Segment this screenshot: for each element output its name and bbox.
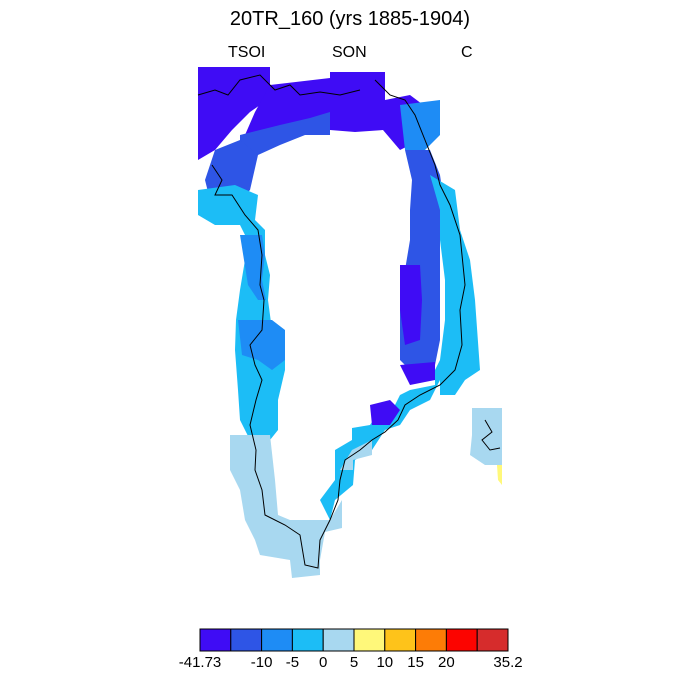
- map-cell-southeast-light: [340, 440, 372, 470]
- colorbar-boxes: [199, 628, 509, 652]
- variable-label: TSOI: [228, 44, 266, 61]
- colorbar-tick-label: -10: [250, 654, 273, 671]
- map-title: 20TR_160 (yrs 1885-1904): [229, 8, 471, 30]
- map-cell-east-outer: [430, 175, 480, 395]
- colorbar-box: [199, 628, 232, 652]
- map-cell-north-mid: [240, 112, 330, 160]
- map-cell-east-lower: [370, 400, 400, 425]
- map-cell-east-mid-dark: [400, 362, 435, 385]
- colorbar-tick-label: 0: [319, 654, 328, 671]
- map-cell-west-strip-c: [238, 320, 285, 370]
- colorbar-tick-label: 10: [376, 654, 394, 671]
- coastline: [211, 79, 466, 569]
- map-cell-southwest: [230, 435, 342, 578]
- colorbar-tick-label: -5: [285, 654, 300, 671]
- map-cell-island-warm: [497, 465, 502, 485]
- map-cell-north-east: [400, 100, 440, 150]
- colorbar-box: [445, 628, 478, 652]
- colorbar-box: [230, 628, 263, 652]
- map-cell-southeast: [320, 360, 440, 520]
- colorbar-tick-label: -41.73: [178, 654, 222, 671]
- units-label: C: [461, 44, 473, 61]
- colorbar-box: [261, 628, 293, 652]
- colorbar-box: [384, 628, 417, 652]
- colorbar-box: [353, 628, 386, 652]
- colorbar-box: [415, 628, 447, 652]
- colorbar-tick-label: 5: [349, 654, 359, 671]
- coastline-north: [197, 74, 361, 96]
- colorbar-tick-label: 15: [407, 654, 424, 671]
- map-cell-west-strip-b: [240, 235, 266, 300]
- colorbar-box: [322, 628, 355, 652]
- colorbar-box: [291, 628, 324, 652]
- coastline-island: [481, 419, 501, 451]
- season-label: SON: [332, 44, 367, 61]
- colorbar-tick-label: 20: [438, 654, 455, 671]
- colorbar-box: [476, 628, 509, 652]
- colorbar-tick-label: 35.2: [493, 654, 523, 671]
- map-cell-east-inner: [400, 265, 422, 345]
